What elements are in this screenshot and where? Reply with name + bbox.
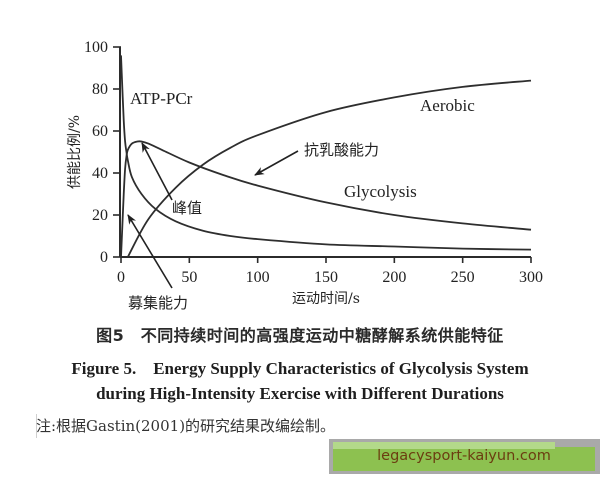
y-tick-label: 100 — [84, 39, 108, 56]
y-tick-label: 20 — [92, 207, 108, 224]
x-tick-label: 0 — [117, 269, 125, 286]
x-tick-label: 200 — [382, 269, 406, 286]
label-aerobic: Aerobic — [420, 96, 475, 115]
series-atp-pcr-line — [120, 55, 532, 251]
label-glycolysis: Glycolysis — [344, 182, 417, 201]
label-peak: 峰值 — [172, 199, 202, 217]
x-tick-label: 150 — [314, 269, 338, 286]
note-edge-divider — [36, 414, 37, 438]
annotation-arrow-icon — [254, 150, 299, 176]
energy-supply-chart: 0 50 100 150 200 250 300 0 20 40 60 80 100 运动时间/s 供能比例… — [67, 39, 543, 312]
y-tick-label: 0 — [100, 249, 108, 266]
chart-axes: 0 50 100 150 200 250 300 0 20 40 60 80 100 运动时间/s 供能比例… — [67, 39, 543, 307]
label-recruitment-ability: 募集能力 — [128, 294, 188, 312]
label-lactate-tolerance: 抗乳酸能力 — [304, 141, 379, 159]
y-tick-label: 60 — [92, 123, 108, 140]
annotation-arrow-icon — [127, 214, 173, 289]
annotation-arrow-icon — [141, 142, 173, 201]
figure-note: 注:根据Gastin(2001)的研究结果改编绘制。 — [36, 417, 336, 435]
y-tick-label: 80 — [92, 81, 108, 98]
x-axis-title: 运动时间/s — [292, 291, 360, 307]
x-tick-label: 100 — [246, 269, 270, 286]
x-tick-label: 50 — [181, 269, 197, 286]
figure-caption-english-line1: Figure 5. Energy Supply Characteristics … — [71, 359, 529, 378]
figure-caption-chinese: 图5 不同持续时间的高强度运动中糖酵解系统供能特征 — [96, 326, 504, 345]
y-tick-label: 40 — [92, 165, 108, 182]
figure-caption-english-line2: during High-Intensity Exercise with Diff… — [96, 384, 504, 403]
x-tick-label: 300 — [519, 269, 543, 286]
series-aerobic-line — [127, 79, 532, 258]
y-axis-title: 供能比例/% — [67, 115, 83, 189]
label-atp-pcr: ATP-PCr — [130, 89, 193, 108]
x-tick-label: 250 — [451, 269, 475, 286]
watermark-box — [333, 447, 595, 471]
watermark-link[interactable]: legacysport-kaiyun.com — [377, 448, 551, 464]
watermark-highlight-band — [333, 442, 555, 449]
